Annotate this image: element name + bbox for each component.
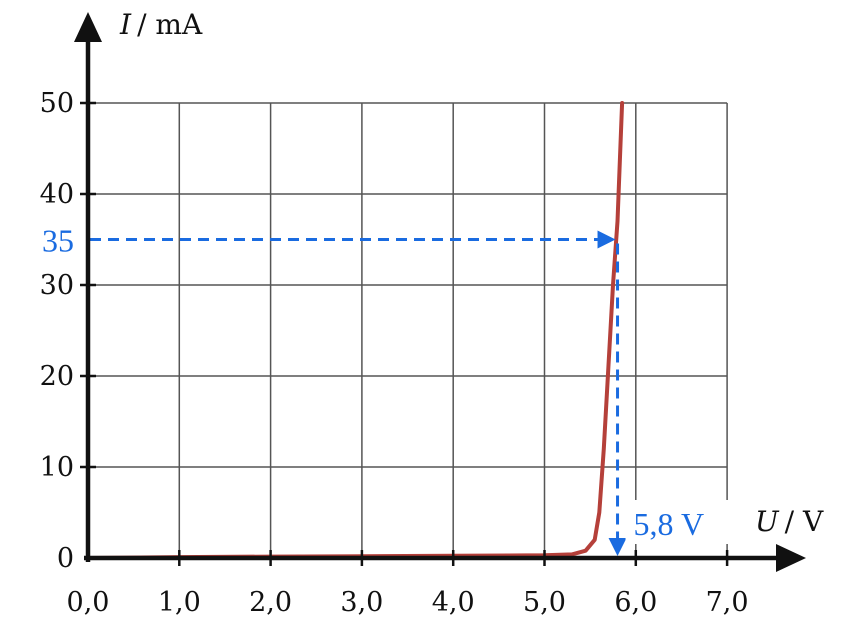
y-tick-label: 0: [57, 543, 74, 574]
x-tick-label: 0,0: [67, 587, 110, 618]
y-tick-label: 20: [40, 361, 74, 392]
y-axis-unit: / mA: [137, 8, 203, 41]
x-axis-unit: / V: [785, 505, 824, 538]
y-axis-label: I / mA: [119, 8, 203, 41]
reading-arrow-right-icon: [597, 230, 616, 249]
annotation-layer: 35 5,8 V: [42, 223, 734, 556]
y-tick-label: 10: [40, 452, 74, 483]
reading-arrow-down-icon: [608, 538, 627, 556]
x-axis-arrow-icon: [776, 544, 806, 572]
x-axis-label: U / V: [755, 505, 824, 538]
x-tick-label: 2,0: [249, 587, 292, 618]
y-tick-label: 30: [40, 270, 74, 301]
iv-curve-line: [86, 101, 625, 560]
tick-labels: 0,0 1,0 2,0 3,0 4,0 5,0 6,0 7,0 0 10 20 30 40 50: [40, 88, 749, 618]
reading-x-label-background: [625, 500, 734, 544]
axes: [74, 12, 806, 572]
grid: [88, 102, 728, 558]
x-tick-label: 5,0: [523, 587, 566, 618]
y-axis-symbol: I: [119, 8, 132, 41]
y-tick-label: 40: [40, 179, 74, 210]
x-tick-label: 6,0: [614, 587, 657, 618]
x-tick-label: 1,0: [158, 587, 201, 618]
x-axis-symbol: U: [755, 505, 780, 538]
x-tick-label: 4,0: [432, 587, 475, 618]
curve-layer: [86, 101, 625, 560]
reading-y-value-label: 35: [42, 223, 74, 259]
x-tick-label: 7,0: [706, 587, 749, 618]
x-tick-label: 3,0: [340, 587, 383, 618]
y-tick-label: 50: [40, 88, 74, 119]
reading-x-value-label: 5,8 V: [634, 506, 705, 542]
y-axis-arrow-icon: [74, 12, 102, 42]
